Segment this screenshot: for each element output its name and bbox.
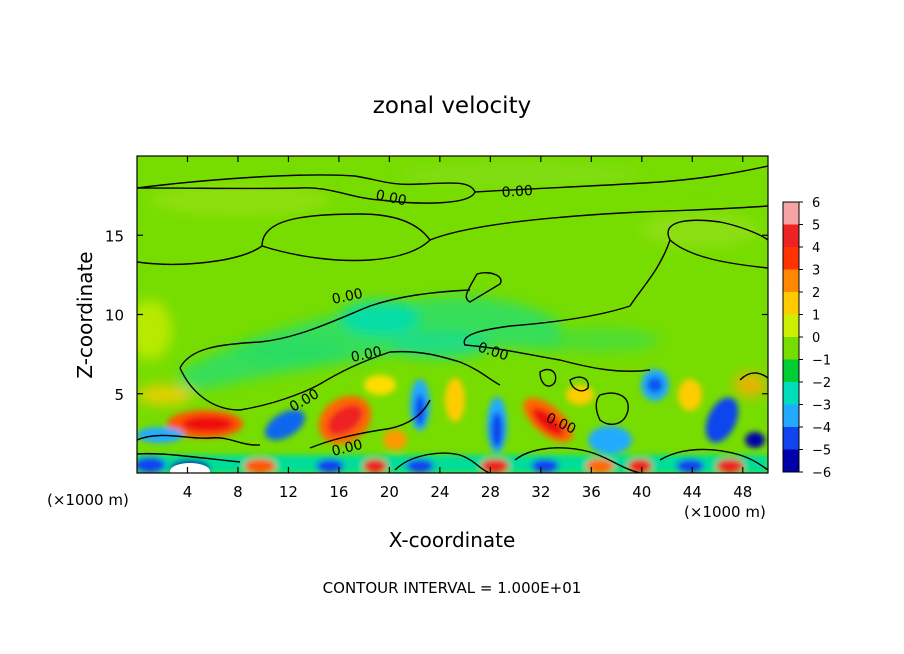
colorbar-label: −4 — [812, 421, 831, 436]
colorbar-label: 2 — [812, 286, 820, 301]
colorbar-swatch — [783, 314, 799, 337]
colorbar-label: 6 — [812, 196, 820, 211]
y-tick-label: 5 — [114, 386, 124, 404]
x-tick-label: 28 — [481, 483, 500, 501]
colorbar-swatch — [783, 427, 799, 450]
contour-interval-note: CONTOUR INTERVAL = 1.000E+01 — [323, 579, 582, 597]
x-tick-label: 4 — [183, 483, 193, 501]
colorbar-swatch — [783, 247, 799, 270]
colorbar-swatch — [783, 269, 799, 292]
x-unit-label-right: (×1000 m) — [684, 503, 766, 521]
colorbar-label: −6 — [812, 466, 831, 481]
y-axis-label: Z-coordinate — [73, 251, 97, 378]
colorbar-label: 3 — [812, 264, 820, 279]
colorbar-label: 1 — [812, 309, 820, 324]
colorbar-label: 5 — [812, 219, 820, 234]
x-axis-ticks: 4 8 12 16 20 24 28 32 36 40 44 48 — [183, 156, 752, 501]
contour-label: 0.00 — [374, 187, 408, 209]
colorbar-swatch — [783, 337, 799, 360]
x-tick-label: 48 — [733, 483, 752, 501]
contour-labels: 0.00 0.00 0.00 0.00 0.00 0.00 0.00 0.00 — [287, 183, 578, 460]
colorbar-swatch — [783, 202, 799, 225]
y-tick-label: 10 — [105, 307, 124, 325]
colorbar-swatch — [783, 292, 799, 315]
colorbar-swatch — [783, 224, 799, 247]
x-tick-label: 12 — [279, 483, 298, 501]
x-tick-label: 36 — [582, 483, 601, 501]
colorbar-label: −5 — [812, 444, 831, 459]
x-tick-label: 44 — [683, 483, 702, 501]
contour-label: 0.00 — [350, 344, 384, 366]
colorbar-swatch — [783, 404, 799, 427]
x-tick-label: 24 — [430, 483, 449, 501]
colorbar-label: −1 — [812, 354, 831, 369]
y-axis-ticks: 5 10 15 — [105, 227, 768, 404]
contour-label: 0.00 — [330, 437, 364, 460]
contour-label: 0.00 — [501, 183, 533, 201]
colorbar-label: −3 — [812, 399, 831, 414]
colorbar-label: 0 — [812, 331, 820, 346]
x-tick-label: 40 — [632, 483, 651, 501]
colorbar-swatch — [783, 359, 799, 382]
chart-title: zonal velocity — [373, 93, 531, 119]
colorbar-label: −2 — [812, 376, 831, 391]
colorbar-label: 4 — [812, 241, 820, 256]
colorbar: 6 5 4 3 2 1 0 −1 −2 −3 −4 −5 −6 — [782, 196, 831, 481]
colorbar-swatch — [783, 449, 799, 472]
contour-lines — [137, 165, 768, 473]
contour-label: 0.00 — [331, 286, 365, 308]
y-tick-label: 15 — [105, 227, 124, 245]
x-unit-label-left: (×1000 m) — [47, 491, 129, 509]
x-tick-label: 32 — [531, 483, 550, 501]
x-tick-label: 20 — [380, 483, 399, 501]
x-axis-label: X-coordinate — [389, 528, 516, 552]
x-tick-label: 8 — [233, 483, 243, 501]
colorbar-swatch — [783, 382, 799, 405]
x-tick-label: 16 — [329, 483, 348, 501]
heatmap-field — [137, 156, 768, 473]
